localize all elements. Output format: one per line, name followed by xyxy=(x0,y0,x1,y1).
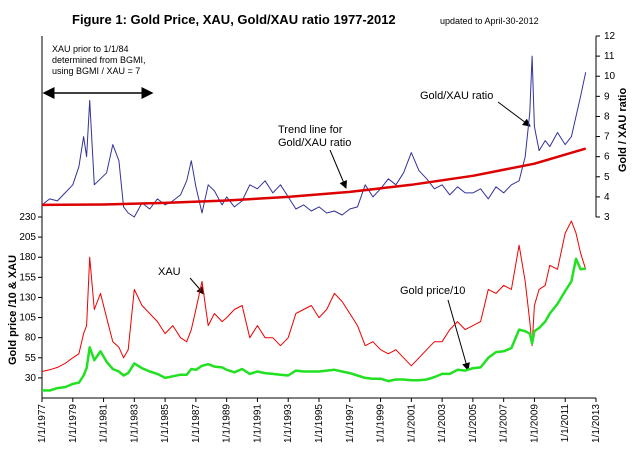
annotation-arrow xyxy=(447,299,470,371)
y2-tick-label: 9 xyxy=(604,91,610,102)
x-tick-label: 1/1/1989 xyxy=(222,404,233,443)
x-tick-label: 1/1/2001 xyxy=(406,404,417,443)
y2-tick-label: 7 xyxy=(604,132,610,143)
x-tick-label: 1/1/1981 xyxy=(99,404,110,443)
annotation-arrow xyxy=(189,277,205,295)
y2-tick-label: 6 xyxy=(604,152,610,163)
series-line xyxy=(41,257,586,392)
y2-axis-title: Gold / XAU ratio xyxy=(617,88,629,173)
x-tick-label: 1/1/1991 xyxy=(252,404,263,443)
y-tick-label: 230 xyxy=(19,212,36,223)
x-tick-label: 1/1/1997 xyxy=(345,404,356,443)
y2-tick-label: 3 xyxy=(604,212,610,223)
annotation: XAU xyxy=(158,266,181,278)
annotation: XAU prior to 1/1/84 xyxy=(52,44,129,54)
x-tick-label: 1/1/2003 xyxy=(437,404,448,443)
y-tick-label: 30 xyxy=(25,373,37,384)
x-tick-label: 1/1/1999 xyxy=(376,404,387,443)
y-tick-label: 55 xyxy=(25,353,37,364)
y-axis-title: Gold price /10 & XAU xyxy=(7,255,19,365)
x-tick-label: 1/1/2009 xyxy=(529,404,540,443)
y2-tick-label: 12 xyxy=(604,31,616,42)
x-tick-label: 1/1/1983 xyxy=(129,404,140,443)
y2-tick-label: 8 xyxy=(604,111,610,122)
annotation: Trend line for xyxy=(278,124,343,136)
series-line xyxy=(41,55,587,218)
x-tick-label: 1/1/1977 xyxy=(37,404,48,443)
x-tick-label: 1/1/1985 xyxy=(160,404,171,443)
annotation: Gold price/10 xyxy=(400,285,465,297)
y-tick-label: 105 xyxy=(19,313,36,324)
x-tick-label: 1/1/1995 xyxy=(314,404,325,443)
x-tick-label: 1/1/1979 xyxy=(68,404,79,443)
x-tick-label: 1/1/2013 xyxy=(591,404,602,443)
y-tick-label: 180 xyxy=(19,252,36,263)
x-tick-label: 1/1/2011 xyxy=(560,404,571,443)
x-tick-label: 1/1/2007 xyxy=(499,404,510,443)
chart-title: Figure 1: Gold Price, XAU, Gold/XAU rati… xyxy=(72,12,396,27)
y-tick-label: 205 xyxy=(19,232,36,243)
y2-tick-label: 4 xyxy=(604,192,610,203)
annotation-arrow xyxy=(497,101,531,127)
annotation-arrow xyxy=(329,149,347,189)
y-tick-label: 155 xyxy=(19,272,36,283)
annotation: Gold/XAU ratio xyxy=(278,137,351,149)
x-tick-label: 1/1/2005 xyxy=(468,404,479,443)
annotation: determined from BGMI, xyxy=(52,55,146,65)
annotation: using BGMI / XAU = 7 xyxy=(52,66,140,76)
chart-subtitle: updated to April-30-2012 xyxy=(440,16,539,26)
y-tick-label: 130 xyxy=(19,292,36,303)
series-line xyxy=(41,147,587,207)
y-tick-label: 80 xyxy=(25,333,37,344)
y2-tick-label: 5 xyxy=(604,172,610,183)
x-tick-label: 1/1/1993 xyxy=(283,404,294,443)
x-tick-label: 1/1/1987 xyxy=(191,404,202,443)
y2-tick-label: 11 xyxy=(604,51,615,62)
series-line xyxy=(41,220,587,372)
annotation: Gold/XAU ratio xyxy=(420,90,493,102)
y2-tick-label: 10 xyxy=(604,71,616,82)
